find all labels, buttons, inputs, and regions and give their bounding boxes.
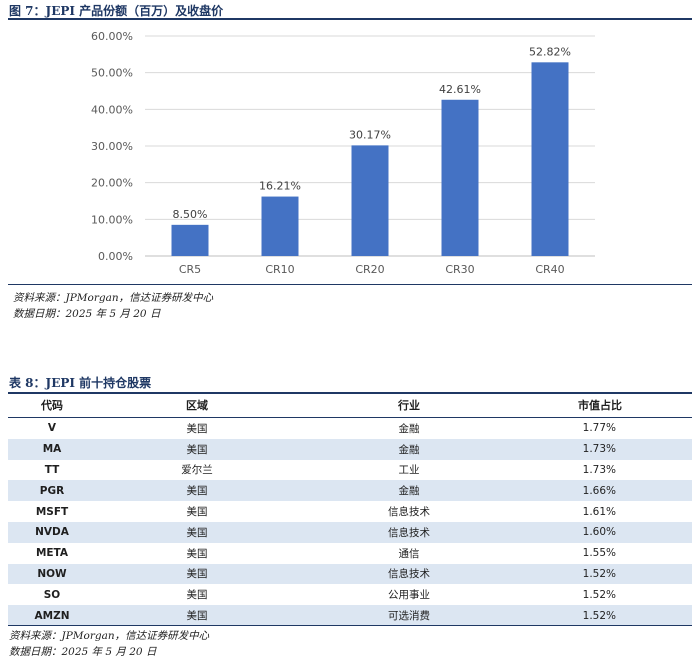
x-tick-label: CR10 (265, 263, 294, 276)
figure-top-rule (8, 18, 692, 20)
x-tick-label: CR40 (535, 263, 564, 276)
table-row: NOW 美国 信息技术 1.52% (8, 563, 692, 585)
cell-weight: 1.73% (520, 438, 692, 460)
bar-cr20 (351, 145, 389, 256)
cell-region: 美国 (96, 563, 298, 585)
header-industry: 行业 (298, 393, 520, 418)
bar-value-label: 52.82% (529, 45, 571, 58)
cell-industry: 金融 (298, 480, 520, 502)
x-tick-label: CR30 (445, 263, 474, 276)
chart-gridlines (145, 35, 595, 257)
cell-industry: 可选消费 (298, 605, 520, 626)
cell-weight: 1.73% (582, 463, 616, 476)
cell-industry: 信息技术 (298, 563, 520, 585)
cell-industry: 金融 (398, 422, 420, 435)
cell-region: 美国 (186, 422, 208, 435)
bar-value-label: 16.21% (259, 180, 301, 193)
cell-region: 美国 (96, 480, 298, 502)
cell-industry: 工业 (398, 464, 420, 477)
bar-cr40 (531, 62, 569, 257)
cell-weight: 1.77% (582, 422, 616, 435)
cell-code: META (35, 547, 69, 560)
table-bottom-rule (8, 625, 692, 626)
cell-code: NVDA (8, 521, 96, 543)
cell-code: MSFT (35, 505, 69, 518)
cell-code: SO (43, 588, 61, 601)
bar-value-label: 8.50% (173, 208, 208, 221)
cell-weight: 1.55% (582, 547, 616, 560)
table-source: 资料来源：JPMorgan，信达证券研发中心 (9, 630, 210, 642)
cell-code: NOW (8, 563, 96, 585)
bar-cr30 (441, 99, 479, 256)
cell-code: PGR (8, 480, 96, 502)
cell-region: 美国 (96, 605, 298, 626)
cell-weight: 1.52% (520, 605, 692, 626)
table-row: PGR 美国 金融 1.66% (8, 480, 692, 502)
cell-industry: 通信 (398, 547, 420, 560)
bar-cr10 (261, 196, 299, 256)
x-tick-label: CR5 (179, 263, 201, 276)
table-row: NVDA 美国 信息技术 1.60% (8, 521, 692, 543)
y-tick-label: 0.00% (98, 250, 133, 263)
table-row: AMZN 美国 可选消费 1.52% (8, 605, 692, 626)
cell-industry: 信息技术 (388, 506, 430, 519)
y-tick-label: 60.00% (91, 30, 133, 43)
cell-industry: 公用事业 (388, 589, 430, 602)
table-body: V 美国 金融 1.77% MA 美国 金融 1.73% TT 爱尔兰 工业 1.73% PGR 美国 金融… (8, 418, 692, 626)
table-row: V 美国 金融 1.77% (8, 418, 692, 439)
holdings-table: 代码 区域 行业 市值占比 V 美国 金融 1.77% MA 美国 金融 1.73% TT 爱尔兰… (8, 393, 692, 626)
cell-weight: 1.52% (582, 588, 616, 601)
cell-code: AMZN (8, 605, 96, 626)
header-region: 区域 (96, 393, 298, 418)
table-header-row: 代码 区域 行业 市值占比 (8, 393, 692, 418)
table-row: MSFT 美国 信息技术 1.61% (8, 501, 692, 522)
cell-weight: 1.52% (520, 563, 692, 585)
cell-weight: 1.66% (520, 480, 692, 502)
table-row: META 美国 通信 1.55% (8, 543, 692, 564)
bar-value-label: 30.17% (349, 128, 391, 141)
cell-region: 美国 (96, 521, 298, 543)
y-tick-label: 20.00% (91, 177, 133, 190)
chart-y-axis: 0.00% 10.00% 20.00% 30.00% 40.00% 50.00% 60.00… (91, 30, 133, 263)
cell-code: V (47, 422, 57, 435)
table-row: TT 爱尔兰 工业 1.73% (8, 460, 692, 481)
bar-chart: 0.00% 10.00% 20.00% 30.00% 40.00% 50.00% 60.00… (91, 30, 595, 276)
cell-industry: 信息技术 (298, 521, 520, 543)
bar-cr5 (171, 224, 209, 256)
figure-title: 图 7：JEPI 产品份额（百万）及收盘价 (9, 4, 224, 18)
header-code: 代码 (8, 393, 96, 418)
chart-bars: 8.50% 16.21% 30.17% 42.61% 52.82% (171, 45, 571, 257)
table-row: SO 美国 公用事业 1.52% (8, 584, 692, 605)
header-weight: 市值占比 (520, 393, 692, 418)
chart-x-axis: CR5 CR10 CR20 CR30 CR40 (179, 263, 565, 276)
figure-source: 资料来源：JPMorgan，信达证券研发中心 (13, 292, 214, 304)
cell-code: MA (8, 438, 96, 460)
cell-region: 美国 (186, 547, 208, 560)
cell-code: TT (44, 463, 60, 476)
cell-region: 美国 (186, 589, 208, 602)
y-tick-label: 50.00% (91, 67, 133, 80)
table-row: MA 美国 金融 1.73% (8, 438, 692, 460)
cell-weight: 1.61% (582, 505, 616, 518)
figure-date: 数据日期：2025 年 5 月 20 日 (13, 308, 161, 320)
x-tick-label: CR20 (355, 263, 384, 276)
cell-weight: 1.60% (520, 521, 692, 543)
figure-bottom-rule (8, 284, 692, 285)
table-title: 表 8：JEPI 前十持仓股票 (9, 376, 152, 390)
y-tick-label: 30.00% (91, 140, 133, 153)
cell-industry: 金融 (298, 438, 520, 460)
y-tick-label: 10.00% (91, 213, 133, 226)
cell-region: 爱尔兰 (181, 464, 213, 477)
cell-region: 美国 (96, 438, 298, 460)
table-date: 数据日期：2025 年 5 月 20 日 (9, 646, 157, 658)
y-tick-label: 40.00% (91, 103, 133, 116)
bar-value-label: 42.61% (439, 83, 481, 96)
cell-region: 美国 (186, 506, 208, 519)
